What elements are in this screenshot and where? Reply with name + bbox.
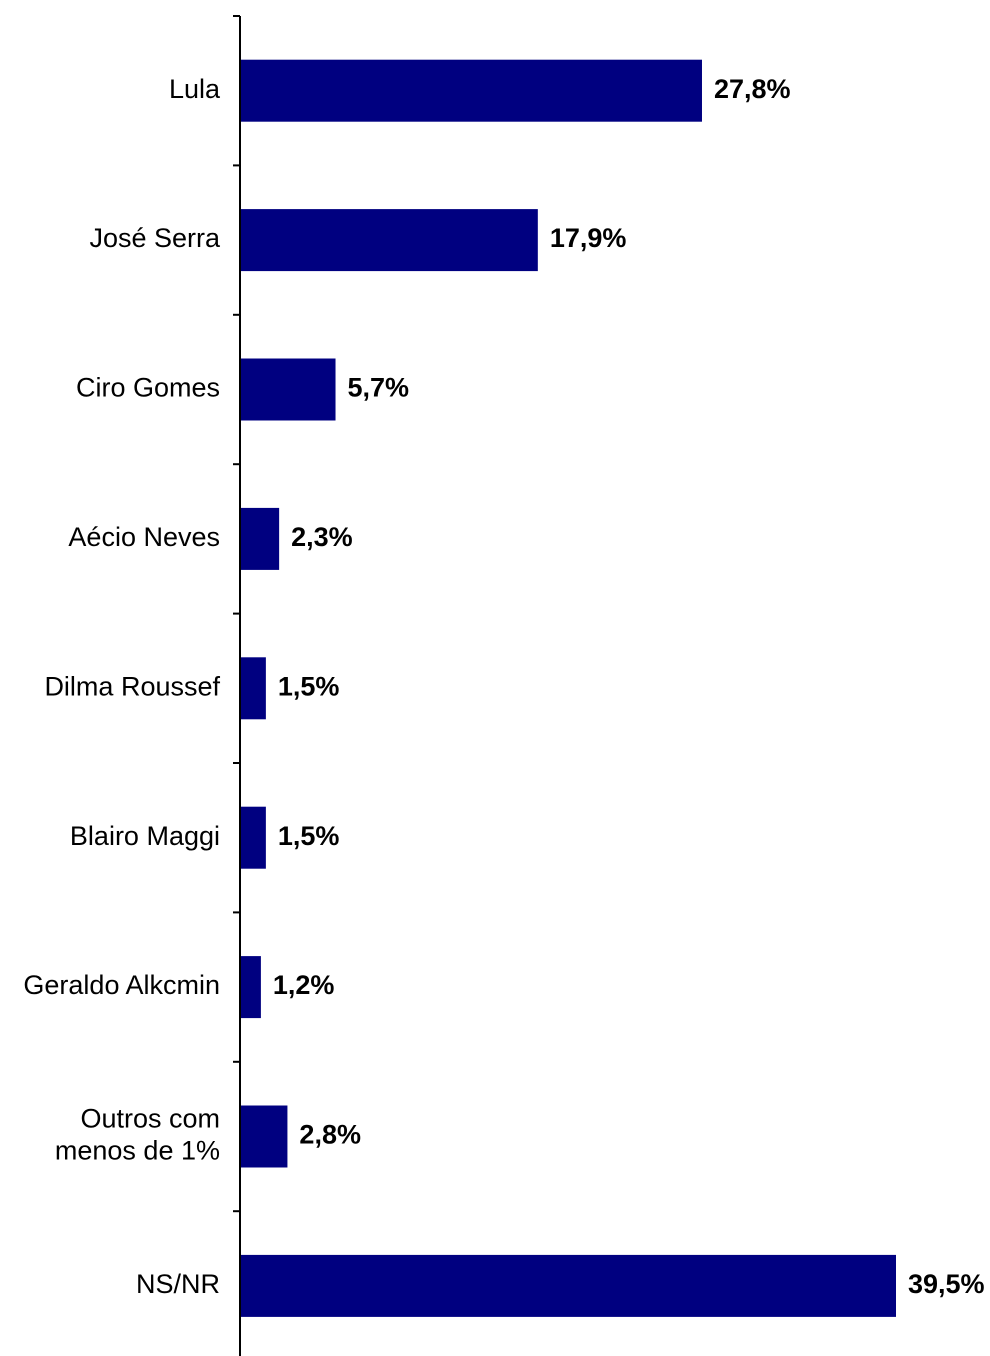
value-label-blairo-maggi: 1,5% bbox=[278, 821, 340, 851]
value-label-outros-com-menos-de-1: 2,8% bbox=[299, 1120, 361, 1150]
category-label-outros-com-menos-de-1: menos de 1% bbox=[55, 1136, 220, 1166]
category-label-dilma-roussef: Dilma Roussef bbox=[44, 671, 220, 701]
value-label-ciro-gomes: 5,7% bbox=[348, 373, 410, 403]
bar-outros-com-menos-de-1 bbox=[241, 1105, 288, 1168]
value-label-lula: 27,8% bbox=[714, 74, 791, 104]
bar-lula bbox=[241, 59, 702, 122]
category-label-blairo-maggi: Blairo Maggi bbox=[70, 821, 220, 851]
category-label-ciro-gomes: Ciro Gomes bbox=[76, 373, 220, 403]
value-label-dilma-roussef: 1,5% bbox=[278, 671, 340, 701]
bar-jose-serra bbox=[241, 209, 538, 272]
bar-blairo-maggi bbox=[241, 806, 266, 869]
bar-geraldo-alkcmin bbox=[241, 956, 261, 1019]
bar-ciro-gomes bbox=[241, 358, 336, 421]
bars-layer bbox=[241, 59, 896, 1317]
category-label-lula: Lula bbox=[169, 74, 221, 104]
value-label-ns-nr: 39,5% bbox=[908, 1269, 985, 1299]
bar-dilma-roussef bbox=[241, 657, 266, 720]
category-label-outros-com-menos-de-1: Outros com bbox=[80, 1104, 220, 1134]
value-label-aecio-neves: 2,3% bbox=[291, 522, 353, 552]
bar-ns-nr bbox=[241, 1254, 896, 1317]
value-label-jose-serra: 17,9% bbox=[550, 223, 627, 253]
category-label-ns-nr: NS/NR bbox=[136, 1269, 220, 1299]
value-label-geraldo-alkcmin: 1,2% bbox=[273, 970, 335, 1000]
category-axis bbox=[233, 15, 241, 1356]
category-label-aecio-neves: Aécio Neves bbox=[68, 522, 220, 552]
category-label-geraldo-alkcmin: Geraldo Alkcmin bbox=[23, 970, 220, 1000]
bar-aecio-neves bbox=[241, 507, 280, 570]
labels-layer: Lula 27,8% José Serra 17,9% Ciro Gomes 5,7% Aé… bbox=[23, 74, 984, 1299]
category-label-jose-serra: José Serra bbox=[89, 223, 221, 253]
